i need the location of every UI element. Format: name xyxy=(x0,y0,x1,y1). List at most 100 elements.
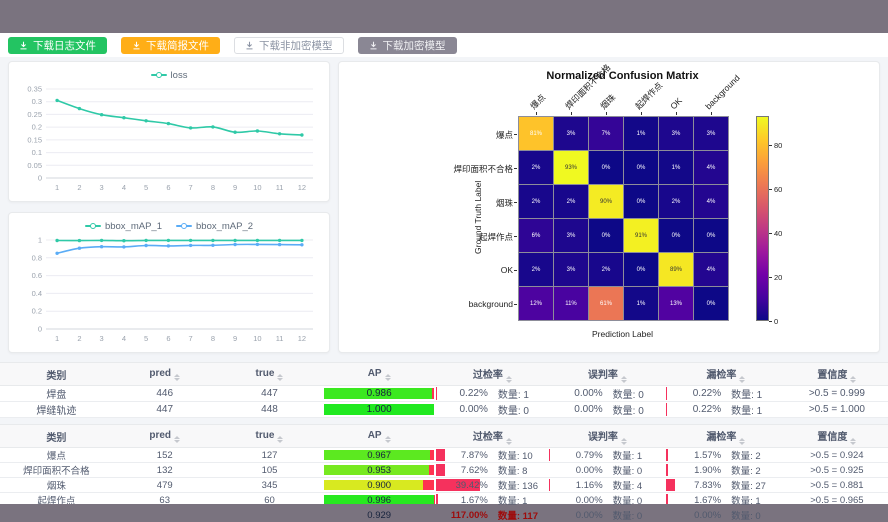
matrix-cell: 11% xyxy=(554,287,588,320)
matrix-cell: 3% xyxy=(554,253,588,286)
ap-cell: 0.967 xyxy=(322,447,436,463)
matrix-col-label: 起焊作点 xyxy=(633,80,665,112)
sort-caret[interactable] xyxy=(277,435,284,443)
rate-count: 数量: 0 xyxy=(612,406,644,417)
rate-cell: 1.57% 数量: 2 xyxy=(665,447,786,463)
sort-caret[interactable] xyxy=(505,375,512,383)
rate-percent: 0.22% xyxy=(692,404,722,415)
svg-text:8: 8 xyxy=(211,183,215,192)
svg-text:0.2: 0.2 xyxy=(32,123,42,132)
rate-percent: 1.67% xyxy=(460,494,488,506)
download-encrypted-model-button[interactable]: 下载加密模型 xyxy=(357,36,457,54)
svg-text:1: 1 xyxy=(55,334,59,343)
column-header[interactable]: AP xyxy=(322,424,436,448)
rate-count: 数量: 1 xyxy=(731,496,761,507)
rate-bar xyxy=(665,403,667,416)
sort-caret[interactable] xyxy=(739,437,746,445)
rate-percent: 117.00% xyxy=(450,509,488,521)
rate-percent: 1.16% xyxy=(575,479,603,491)
column-header[interactable]: 误判率 xyxy=(548,424,666,448)
matrix-col-label: 烟珠 xyxy=(598,92,618,112)
colorbar-tick-label: 40 xyxy=(774,228,783,238)
sort-caret[interactable] xyxy=(620,375,627,383)
map-chart-card: bbox_mAP_1 bbox_mAP_2 0 0.2 0.4 0.6 0.8 1 1 2 3 4 5… xyxy=(8,212,330,353)
rate-percent: 0.00% xyxy=(459,404,488,415)
ap-value: 0.953 xyxy=(367,464,392,476)
svg-text:12: 12 xyxy=(298,183,306,192)
svg-text:3: 3 xyxy=(100,334,104,343)
matrix-cell: 0% xyxy=(624,151,658,184)
sort-caret[interactable] xyxy=(384,373,391,381)
svg-text:10: 10 xyxy=(253,334,261,343)
sort-caret[interactable] xyxy=(620,437,627,445)
column-header[interactable]: pred xyxy=(112,424,217,448)
ap-cell: 0.929 xyxy=(322,507,436,522)
rate-count: 数量: 27 xyxy=(731,481,766,492)
download-icon xyxy=(20,41,27,49)
sort-caret[interactable] xyxy=(739,375,746,383)
loss-line-chart: 00.050.10.150.20.250.30.351 2 3 4 5 6 7 8 9 10 11 1… xyxy=(27,85,313,192)
rate-count: 数量: 0 xyxy=(612,390,644,401)
rate-cell: 0.00% 数量: 0 xyxy=(548,492,666,508)
column-header[interactable]: pred xyxy=(112,362,217,386)
column-header[interactable]: 漏检率 xyxy=(665,362,786,386)
column-header[interactable]: true xyxy=(216,362,323,386)
sort-caret[interactable] xyxy=(277,373,284,381)
ap-cell: 0.986 xyxy=(322,385,436,402)
matrix-cell: 3% xyxy=(694,117,728,150)
column-header[interactable]: 过检率 xyxy=(435,362,549,386)
matrix-cell: 2% xyxy=(659,185,693,218)
rate-percent: 0.79% xyxy=(575,449,603,461)
table-row: 爆点 152 127 0.967 7.87% 数量: 10 0.79% 数量: 1 1.57% 数… xyxy=(0,447,888,463)
svg-text:5: 5 xyxy=(144,183,148,192)
colorbar-tick-label: 20 xyxy=(774,272,783,282)
colorbar-tick-label: 60 xyxy=(774,184,783,194)
column-header[interactable]: 置信度 xyxy=(785,362,888,386)
pred-count: 132 xyxy=(112,462,217,478)
download-report-button[interactable]: 下载简报文件 xyxy=(121,36,220,54)
download-log-button[interactable]: 下载日志文件 xyxy=(8,36,107,54)
metrics-table-1: 类别 pred true AP 过检率 误判率 漏检率 置信度 焊盘 446 447 0.986 0.2… xyxy=(0,362,888,418)
matrix-cell: 89% xyxy=(659,253,693,286)
svg-text:4: 4 xyxy=(122,183,126,192)
confusion-matrix-card: Normalized Confusion Matrix 81% 3% 7% 1% 3% 3%… xyxy=(338,61,880,353)
column-header[interactable]: 过检率 xyxy=(435,424,549,448)
matrix-cell: 0% xyxy=(624,253,658,286)
matrix-row-label: background xyxy=(468,298,513,309)
rate-percent: 0.00% xyxy=(575,464,603,476)
rate-percent: 7.83% xyxy=(694,479,722,491)
matrix-cell: 1% xyxy=(659,151,693,184)
rate-cell: 1.67% 数量: 1 xyxy=(435,492,549,508)
matrix-cell: 13% xyxy=(659,287,693,320)
rate-percent: 0.22% xyxy=(459,388,488,399)
ap-value: 0.986 xyxy=(366,388,392,399)
download-toolbar: 下载日志文件 下载简报文件 下载非加密模型 下载加密模型 xyxy=(0,33,888,57)
rate-count: 数量: 0 xyxy=(731,511,761,522)
sort-caret[interactable] xyxy=(850,375,857,383)
sort-caret[interactable] xyxy=(505,437,512,445)
column-header[interactable]: true xyxy=(216,424,323,448)
true-count: 105 xyxy=(216,462,323,478)
legend-item[interactable]: bbox_mAP_1 xyxy=(84,221,162,232)
matrix-cell: 6% xyxy=(519,219,553,252)
column-header[interactable]: 误判率 xyxy=(548,362,666,386)
sort-caret[interactable] xyxy=(384,435,391,443)
rate-cell: 0.22% 数量: 1 xyxy=(665,401,786,418)
sort-caret[interactable] xyxy=(174,373,181,381)
column-header[interactable]: 漏检率 xyxy=(665,424,786,448)
column-header[interactable]: AP xyxy=(322,362,436,386)
ap-cell: 0.953 xyxy=(322,462,436,478)
sort-caret[interactable] xyxy=(850,437,857,445)
download-unencrypted-model-button[interactable]: 下载非加密模型 xyxy=(234,36,344,54)
confidence-value: >0.5 = 0.881 xyxy=(785,477,888,493)
svg-text:10: 10 xyxy=(253,183,261,192)
matrix-cell: 2% xyxy=(519,185,553,218)
sort-caret[interactable] xyxy=(174,435,181,443)
column-header[interactable]: 置信度 xyxy=(785,424,888,448)
rate-cell: 117.00% 数量: 117 xyxy=(435,507,549,522)
rate-count: 数量: 1 xyxy=(497,390,529,401)
matrix-cell: 4% xyxy=(694,151,728,184)
legend-item[interactable]: bbox_mAP_2 xyxy=(176,221,253,232)
matrix-row-label: 起焊作点 xyxy=(478,231,513,242)
legend-item[interactable]: loss xyxy=(150,70,187,81)
